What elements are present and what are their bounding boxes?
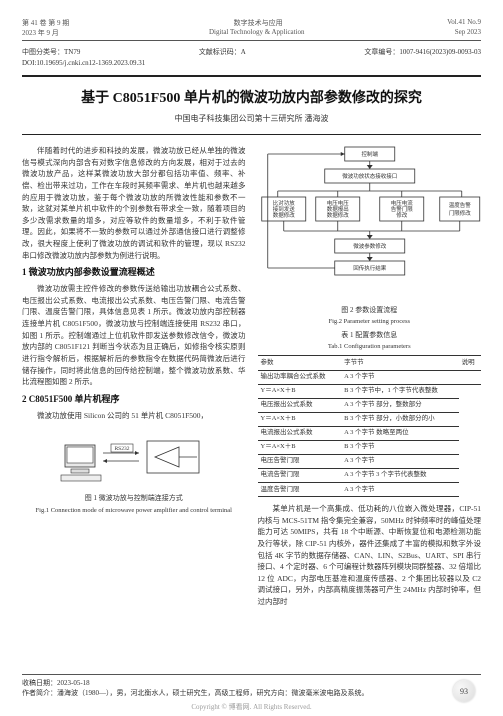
header-right-2: Sep 2023 (455, 28, 481, 38)
doc-code: 文献标识码：A (199, 47, 246, 57)
svg-text:温度告警: 温度告警 (448, 201, 471, 209)
intro-paragraph: 伴随着时代的进步和科技的发展，微波功放已经从单独的微波信号模式深向内部含有对数字… (22, 145, 246, 261)
section-2-paragraph: 微波功放使用 Silicon 公司的 51 单片机 C8051F500， (22, 410, 246, 422)
table-cell: 温度告警门限 (258, 483, 342, 497)
table-cell: A 3 个字节 部分，整数部分 (341, 398, 458, 412)
figure-2-caption-en: Fig.2 Parameter setting process (258, 317, 482, 327)
title-bottom-rule (22, 134, 481, 135)
svg-text:微波参数修改: 微波参数修改 (353, 242, 387, 250)
table-col-0: 参数 (258, 356, 342, 370)
svg-text:电压电流: 电压电流 (390, 199, 413, 207)
table-cell: Y＝A×X＋B (258, 440, 342, 454)
header-right-1: Vol.41 No.9 (447, 18, 481, 28)
received-date: 收稿日期：2023-05-18 (22, 678, 481, 688)
svg-text:告警门限: 告警门限 (390, 205, 413, 213)
table-1: 参数 字节节 说明 输出功率耦合公式系数A 3 个字节Y＝A×X＋BB 3 个字… (258, 355, 482, 497)
header-center-1: 数字技术与应用 (69, 18, 447, 28)
page-number: 93 (453, 680, 475, 702)
svg-text:门限修改: 门限修改 (448, 209, 471, 217)
left-column: 伴随着时代的进步和科技的发展，微波功放已经从单独的微波信号模式深向内部含有对数字… (22, 145, 246, 610)
svg-text:微波功放状态接收接口: 微波功放状态接收接口 (342, 172, 397, 180)
header-left-1: 第 41 卷 第 9 期 (22, 18, 69, 28)
header-row-1: 第 41 卷 第 9 期 数字技术与应用 Vol.41 No.9 (22, 18, 481, 28)
figure-1: RS232 图 1 微波功放与控制端连接方式 Fig.1 Connection … (22, 427, 246, 516)
svg-text:接到发送: 接到发送 (272, 205, 295, 213)
footer-rule (22, 674, 481, 675)
table-cell: B 3 个字节 部分，小数部分的小 (341, 412, 458, 426)
copyright-line: Copyright © 博看网. All Rights Reserved. (0, 702, 503, 712)
figure-2-flowchart: 控制端 微波功放状态接收接口 比对功放 接到发送 数据修改 电压电压 数据报出 … (258, 145, 482, 295)
figure-2-caption-cn: 图 2 参数设置流程 (258, 305, 482, 316)
table-cell: 电压报出公式系数 (258, 398, 342, 412)
rs232-label: RS232 (114, 446, 129, 452)
clc-number: 中图分类号：TN79 (22, 47, 80, 57)
table-cell: A 3 个字节 3 个字节代表整数 (341, 468, 458, 482)
table-cell: A 3 个字节 数略至两位 (341, 426, 458, 440)
svg-text:回传执行结果: 回传执行结果 (353, 264, 387, 272)
figure-1-caption-cn: 图 1 微波功放与控制端连接方式 (22, 493, 246, 504)
table-cell: A 3 个字节 (341, 370, 458, 384)
table-cell (459, 370, 481, 384)
table-cell: 电流报出公式系数 (258, 426, 342, 440)
header-rule (22, 40, 481, 41)
table-col-2: 说明 (459, 356, 481, 370)
table-1-caption-en: Tab.1 Configuration parameters (258, 342, 482, 352)
table-1-caption-cn: 表 1 配置参数信息 (258, 330, 482, 341)
section-1-heading: 1 微波功放内部参数设置流程概述 (22, 266, 246, 280)
svg-text:数据修改: 数据修改 (326, 211, 349, 219)
right-column: 控制端 微波功放状态接收接口 比对功放 接到发送 数据修改 电压电压 数据报出 … (258, 145, 482, 610)
header-center-2: Digital Technology & Application (59, 28, 455, 38)
title-top-rule (22, 75, 481, 77)
header-left-2: 2023 年 9 月 (22, 28, 59, 38)
table-cell: Y＝A×X＋B (258, 384, 342, 398)
footer: 收稿日期：2023-05-18 作者简介：潘海波（1980—），男，河北衡水人，… (22, 671, 481, 698)
author-line: 中国电子科技集团公司第十三研究所 潘海波 (22, 113, 481, 124)
section-1-paragraph: 微波功放需主控件修改的参数传送给输出功放耦合公式系数、电压报出公式系数、电流报出… (22, 283, 246, 388)
right-paragraph: 某单片机是一个高集成、低功耗的八位嵌入微处理器，CIP-51 内核与 MCS-5… (258, 503, 482, 608)
paper-title: 基于 C8051F500 单片机的微波功放内部参数修改的探究 (22, 87, 481, 107)
table-cell: B 3 个字节 (341, 440, 458, 454)
svg-text:数据报出: 数据报出 (326, 205, 348, 213)
svg-text:电压电压: 电压电压 (326, 199, 349, 207)
table-cell: 电流告警门限 (258, 468, 342, 482)
author-bio: 作者简介：潘海波（1980—），男，河北衡水人，硕士研究生，高级工程师，研究方向… (22, 688, 481, 698)
table-cell: 输出功率耦合公式系数 (258, 370, 342, 384)
doi: DOI:10.19695/j.cnki.cn12-1369.2023.09.31 (22, 59, 481, 67)
table-cell: A 3 个字节 (341, 454, 458, 468)
two-column-content: 伴随着时代的进步和科技的发展，微波功放已经从单独的微波信号模式深向内部含有对数字… (22, 145, 481, 610)
table-cell: B 3 个字节中，1 个字节代表整数 (341, 384, 458, 398)
figure-1-svg: RS232 (59, 427, 209, 487)
article-number: 文章编号：1007-9416(2023)09-0093-03 (364, 47, 481, 57)
section-2-heading: 2 C8051F500 单片机程序 (22, 393, 246, 407)
table-cell: Y＝A×X＋B (258, 412, 342, 426)
svg-text:控制端: 控制端 (361, 150, 378, 158)
table-col-1: 字节节 (341, 356, 458, 370)
svg-text:修改: 修改 (396, 211, 408, 219)
header-row-2: 2023 年 9 月 Digital Technology & Applicat… (22, 28, 481, 38)
meta-row: 中图分类号：TN79 文献标识码：A 文章编号：1007-9416(2023)0… (22, 47, 481, 57)
table-cell: 电压告警门限 (258, 454, 342, 468)
table-cell: A 3 个字节 (341, 483, 458, 497)
svg-text:比对功放: 比对功放 (272, 199, 295, 207)
figure-1-caption-en: Fig.1 Connection mode of microwave power… (22, 506, 246, 516)
svg-text:数据修改: 数据修改 (272, 211, 295, 219)
